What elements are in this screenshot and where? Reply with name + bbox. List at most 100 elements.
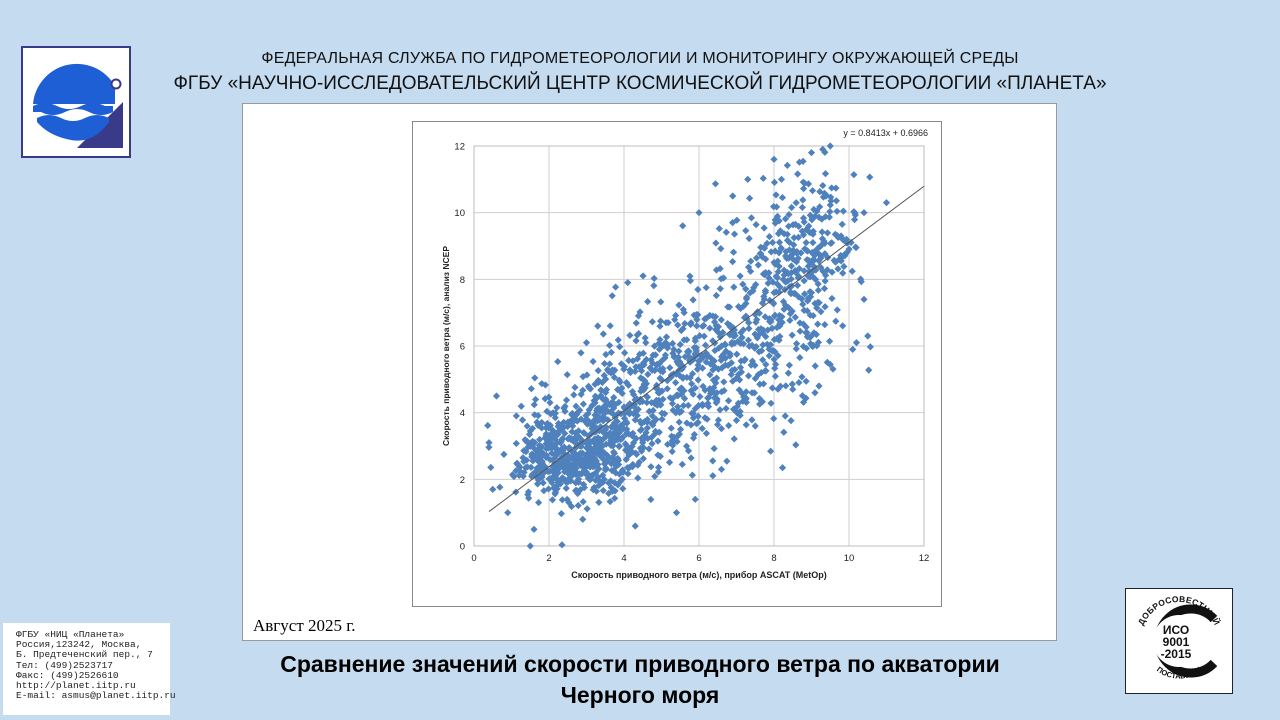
data-point xyxy=(818,215,826,223)
data-point xyxy=(595,481,603,490)
data-point xyxy=(737,304,745,312)
data-point xyxy=(788,380,796,388)
data-point xyxy=(557,447,565,455)
x-tick-label: 6 xyxy=(696,553,701,564)
data-point xyxy=(530,525,538,533)
data-point xyxy=(674,321,682,329)
address-line: Россия,123242, Москва, xyxy=(16,639,142,651)
data-point xyxy=(640,432,648,440)
data-point xyxy=(626,409,634,418)
data-point xyxy=(802,394,810,402)
data-point xyxy=(818,228,826,236)
data-point xyxy=(691,352,699,360)
data-point xyxy=(592,442,600,450)
x-tick-label: 8 xyxy=(771,553,776,564)
data-point xyxy=(576,486,585,494)
data-point xyxy=(860,209,868,217)
data-point xyxy=(583,437,591,446)
y-axis-label: Скорость приводного ветра (м/с), анализ … xyxy=(441,246,451,446)
data-point xyxy=(828,239,836,247)
y-tick-label: 0 xyxy=(460,542,465,553)
data-point xyxy=(865,366,873,374)
data-point xyxy=(760,295,768,303)
data-point xyxy=(772,203,781,211)
data-point xyxy=(621,349,629,357)
data-point xyxy=(814,320,822,328)
data-point xyxy=(668,339,677,348)
data-point xyxy=(560,418,568,426)
data-point xyxy=(484,421,492,430)
data-point xyxy=(763,239,771,247)
data-point xyxy=(775,316,783,324)
data-point xyxy=(647,463,655,471)
data-point xyxy=(669,349,677,357)
data-point xyxy=(607,484,615,492)
data-point xyxy=(733,402,741,411)
data-point xyxy=(670,352,679,360)
data-point xyxy=(817,254,825,262)
data-point xyxy=(688,471,696,479)
data-point xyxy=(717,275,725,283)
data-point xyxy=(839,207,847,215)
data-point xyxy=(717,425,726,433)
data-point xyxy=(587,429,595,438)
data-point xyxy=(634,474,642,482)
data-point xyxy=(659,395,667,403)
data-point xyxy=(504,509,512,517)
data-point xyxy=(717,465,726,473)
data-point xyxy=(706,324,714,332)
data-point xyxy=(821,213,830,221)
data-point xyxy=(759,174,767,182)
data-point xyxy=(758,299,767,307)
data-point xyxy=(525,430,534,439)
data-point xyxy=(797,249,805,257)
data-point xyxy=(789,255,797,263)
data-point xyxy=(770,289,778,297)
trendline-equation: y = 0.8413x + 0.6966 xyxy=(843,128,928,138)
data-point xyxy=(691,334,699,342)
data-point xyxy=(672,311,680,320)
address-link[interactable]: http://planet.iitp.ru xyxy=(16,680,136,692)
address-email[interactable]: E-mail: asmus@planet.iitp.ru xyxy=(16,690,176,702)
data-point xyxy=(618,389,626,398)
data-point xyxy=(711,180,720,188)
data-point xyxy=(492,392,501,400)
address-line: Тел: (499)2523717 xyxy=(16,659,113,671)
data-point xyxy=(745,234,753,243)
data-point xyxy=(579,498,587,506)
header-organization: ФГБУ «НАУЧНО-ИССЛЕДОВАТЕЛЬСКИЙ ЦЕНТР КОС… xyxy=(173,73,1107,94)
y-tick-label: 4 xyxy=(460,408,465,419)
data-point xyxy=(775,249,783,257)
data-point xyxy=(739,280,747,288)
data-point xyxy=(574,427,583,435)
data-point xyxy=(611,283,620,291)
data-point xyxy=(546,438,554,446)
data-point xyxy=(770,312,779,320)
data-point xyxy=(742,421,750,429)
data-point xyxy=(810,205,818,214)
data-point xyxy=(689,434,698,442)
data-point xyxy=(723,457,731,465)
data-point xyxy=(794,254,802,262)
data-point xyxy=(586,447,594,456)
data-point xyxy=(767,248,775,256)
data-point xyxy=(850,208,858,216)
data-point xyxy=(707,389,715,398)
data-point xyxy=(590,454,599,462)
data-point xyxy=(776,382,785,390)
data-point xyxy=(826,201,834,209)
data-point xyxy=(787,275,795,283)
data-point xyxy=(715,225,723,233)
data-point xyxy=(796,319,804,327)
data-point xyxy=(534,480,542,488)
data-point xyxy=(712,239,720,247)
data-point xyxy=(745,324,753,333)
scatter-plot-svg: 0 2 4 6 8 10 12 0 2 4 6 8 10 12 Скорость приводного ве… xyxy=(441,128,929,580)
data-point xyxy=(747,361,755,369)
data-point xyxy=(722,228,730,236)
y-tick-label: 6 xyxy=(460,342,465,353)
data-point xyxy=(822,271,830,279)
data-point xyxy=(553,404,561,412)
data-point xyxy=(821,170,830,178)
data-point xyxy=(789,221,797,229)
